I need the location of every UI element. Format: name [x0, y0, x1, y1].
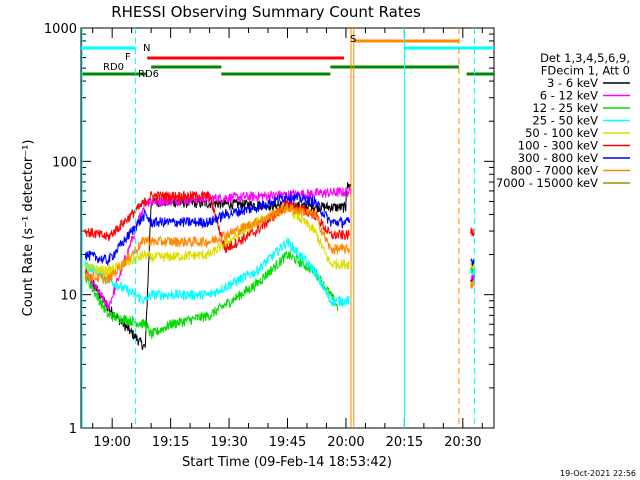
legend-entry-label: 6 - 12 keV [540, 89, 598, 103]
legend-entry-label: 3 - 6 keV [547, 76, 598, 90]
chart-title: RHESSI Observing Summary Count Rates [111, 3, 421, 21]
legend-entry-label: 7000 - 15000 keV [496, 176, 598, 190]
series-line [84, 191, 350, 266]
legend-entry-label: 12 - 25 keV [532, 101, 598, 115]
y-tick-label: 1 [69, 422, 77, 437]
x-axis-label: Start Time (09-Feb-14 18:53:42) [182, 455, 392, 470]
series-line [470, 279, 475, 289]
x-tick-label: 19:00 [93, 435, 130, 450]
chart-legend: Det 1,3,4,5,6,9,FDecim 1, Att 03 - 6 keV… [496, 51, 630, 190]
x-tick-label: 19:30 [210, 435, 247, 450]
flag-label: F [125, 52, 131, 63]
series-line [470, 227, 475, 237]
legend-entry-label: 50 - 100 keV [525, 126, 598, 140]
status-flags: N F S RD0 RD6 [81, 28, 494, 428]
legend-entry-label: 300 - 800 keV [518, 151, 598, 165]
x-tick-label: 19:15 [152, 435, 189, 450]
y-tick-label: 100 [52, 155, 77, 170]
x-axis: 19:00 19:15 19:30 19:45 20:00 20:15 20:30 [92, 28, 483, 450]
y-axis: 1 10 100 1000 [44, 22, 494, 437]
flag-label: N [143, 43, 150, 54]
y-tick-label: 10 [60, 289, 77, 304]
legend-entry-label: 100 - 300 keV [518, 139, 598, 153]
series-line [470, 257, 475, 267]
legend-entry-label: 25 - 50 keV [532, 114, 598, 128]
flag-label: RD6 [138, 69, 159, 80]
timestamp: 19-Oct-2021 22:56 [560, 469, 636, 478]
x-tick-label: 19:45 [269, 435, 306, 450]
series-line [84, 250, 339, 340]
legend-header: FDecim 1, Att 0 [541, 64, 630, 78]
x-tick-label: 20:30 [444, 435, 481, 450]
series-line [84, 186, 352, 312]
series-line [84, 237, 350, 308]
series-curves [84, 182, 475, 351]
y-tick-label: 1000 [44, 22, 77, 37]
x-tick-label: 20:15 [386, 435, 423, 450]
flag-label: S [350, 34, 356, 45]
flag-label: RD0 [103, 62, 124, 73]
series-line [84, 203, 350, 285]
legend-entry-label: 800 - 7000 keV [510, 164, 598, 178]
x-tick-label: 20:00 [327, 435, 364, 450]
legend-header: Det 1,3,4,5,6,9, [540, 51, 630, 65]
plot-frame [80, 27, 495, 429]
series-line [470, 266, 475, 276]
y-axis-label: Count Rate (s⁻¹ detector⁻¹) [21, 140, 36, 317]
